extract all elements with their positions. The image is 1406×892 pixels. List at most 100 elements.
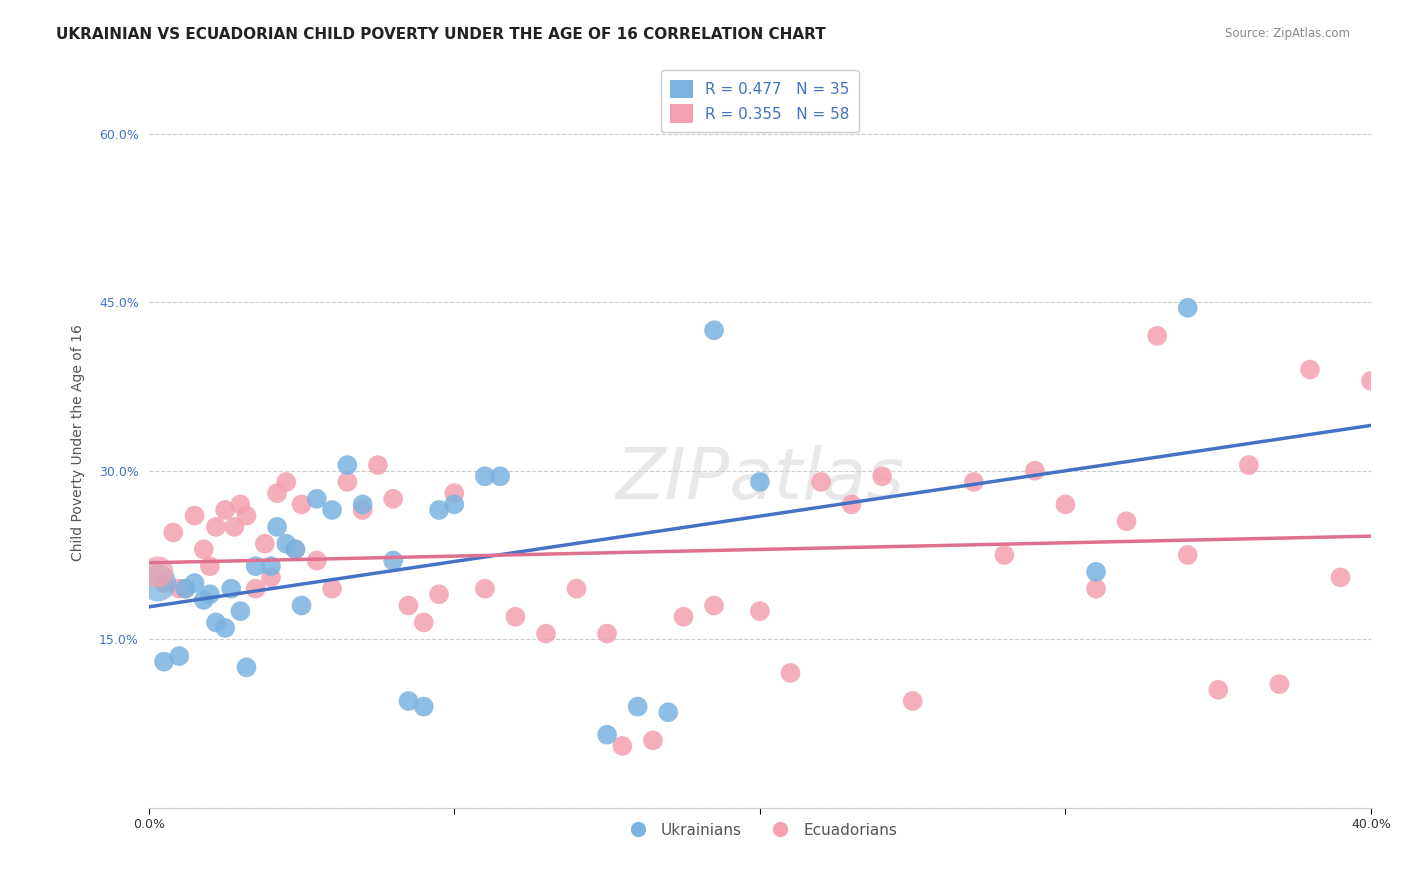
Text: UKRAINIAN VS ECUADORIAN CHILD POVERTY UNDER THE AGE OF 16 CORRELATION CHART: UKRAINIAN VS ECUADORIAN CHILD POVERTY UN… bbox=[56, 27, 825, 42]
Point bbox=[1360, 374, 1382, 388]
Point bbox=[596, 626, 619, 640]
Point bbox=[443, 486, 465, 500]
Point bbox=[427, 587, 450, 601]
Text: ZIPatlas: ZIPatlas bbox=[616, 444, 904, 514]
Point bbox=[641, 733, 664, 747]
Point bbox=[963, 475, 986, 489]
Point bbox=[198, 587, 221, 601]
Point bbox=[412, 699, 434, 714]
Point bbox=[260, 570, 283, 584]
Point bbox=[305, 491, 328, 506]
Point bbox=[266, 486, 288, 500]
Point bbox=[748, 475, 770, 489]
Point bbox=[1237, 458, 1260, 472]
Point bbox=[276, 475, 298, 489]
Point bbox=[657, 705, 679, 719]
Point bbox=[174, 582, 197, 596]
Point bbox=[284, 542, 307, 557]
Point bbox=[235, 508, 257, 523]
Point bbox=[169, 582, 191, 596]
Point bbox=[193, 593, 215, 607]
Point bbox=[336, 475, 359, 489]
Point bbox=[627, 699, 650, 714]
Point bbox=[901, 694, 924, 708]
Point bbox=[382, 553, 405, 567]
Point bbox=[1115, 514, 1137, 528]
Point bbox=[703, 599, 725, 613]
Point bbox=[321, 503, 343, 517]
Point bbox=[427, 503, 450, 517]
Point bbox=[290, 599, 312, 613]
Point bbox=[367, 458, 389, 472]
Point bbox=[398, 599, 420, 613]
Legend: Ukrainians, Ecuadorians: Ukrainians, Ecuadorians bbox=[617, 817, 903, 844]
Point bbox=[235, 660, 257, 674]
Point bbox=[290, 497, 312, 511]
Point bbox=[219, 582, 242, 596]
Point bbox=[505, 609, 527, 624]
Point bbox=[489, 469, 512, 483]
Point bbox=[1085, 565, 1108, 579]
Point bbox=[870, 469, 893, 483]
Point bbox=[612, 739, 634, 753]
Point bbox=[214, 621, 236, 635]
Point bbox=[276, 537, 298, 551]
Point bbox=[534, 626, 557, 640]
Point bbox=[841, 497, 863, 511]
Point bbox=[205, 615, 228, 630]
Point bbox=[205, 520, 228, 534]
Point bbox=[245, 559, 267, 574]
Point bbox=[229, 497, 252, 511]
Point bbox=[1299, 362, 1322, 376]
Point bbox=[779, 665, 801, 680]
Point bbox=[321, 582, 343, 596]
Point bbox=[162, 525, 184, 540]
Point bbox=[245, 582, 267, 596]
Point bbox=[174, 582, 197, 596]
Point bbox=[1177, 301, 1199, 315]
Point bbox=[672, 609, 695, 624]
Point bbox=[352, 503, 374, 517]
Point bbox=[284, 542, 307, 557]
Point bbox=[214, 503, 236, 517]
Point bbox=[382, 491, 405, 506]
Point bbox=[146, 576, 169, 591]
Point bbox=[1206, 682, 1229, 697]
Text: Source: ZipAtlas.com: Source: ZipAtlas.com bbox=[1225, 27, 1350, 40]
Point bbox=[253, 537, 276, 551]
Y-axis label: Child Poverty Under the Age of 16: Child Poverty Under the Age of 16 bbox=[72, 324, 86, 561]
Point bbox=[398, 694, 420, 708]
Point bbox=[198, 559, 221, 574]
Point bbox=[193, 542, 215, 557]
Point bbox=[224, 520, 246, 534]
Point bbox=[993, 548, 1015, 562]
Point bbox=[1024, 464, 1046, 478]
Point bbox=[474, 582, 496, 596]
Point bbox=[748, 604, 770, 618]
Point bbox=[183, 576, 205, 591]
Point bbox=[260, 559, 283, 574]
Point bbox=[305, 553, 328, 567]
Point bbox=[1177, 548, 1199, 562]
Point bbox=[1268, 677, 1291, 691]
Point bbox=[169, 649, 191, 664]
Point bbox=[183, 508, 205, 523]
Point bbox=[229, 604, 252, 618]
Point bbox=[810, 475, 832, 489]
Point bbox=[146, 565, 169, 579]
Point bbox=[1054, 497, 1077, 511]
Point bbox=[266, 520, 288, 534]
Point bbox=[336, 458, 359, 472]
Point bbox=[412, 615, 434, 630]
Point bbox=[1329, 570, 1351, 584]
Point bbox=[474, 469, 496, 483]
Point bbox=[1146, 329, 1168, 343]
Point bbox=[1085, 582, 1108, 596]
Point bbox=[596, 728, 619, 742]
Point bbox=[352, 497, 374, 511]
Point bbox=[443, 497, 465, 511]
Point bbox=[703, 323, 725, 337]
Point bbox=[153, 655, 176, 669]
Point bbox=[565, 582, 588, 596]
Point bbox=[153, 576, 176, 591]
